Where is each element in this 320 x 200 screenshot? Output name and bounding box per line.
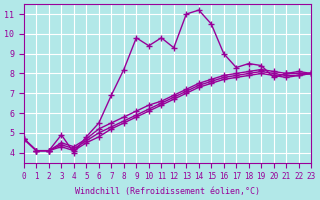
- X-axis label: Windchill (Refroidissement éolien,°C): Windchill (Refroidissement éolien,°C): [75, 187, 260, 196]
